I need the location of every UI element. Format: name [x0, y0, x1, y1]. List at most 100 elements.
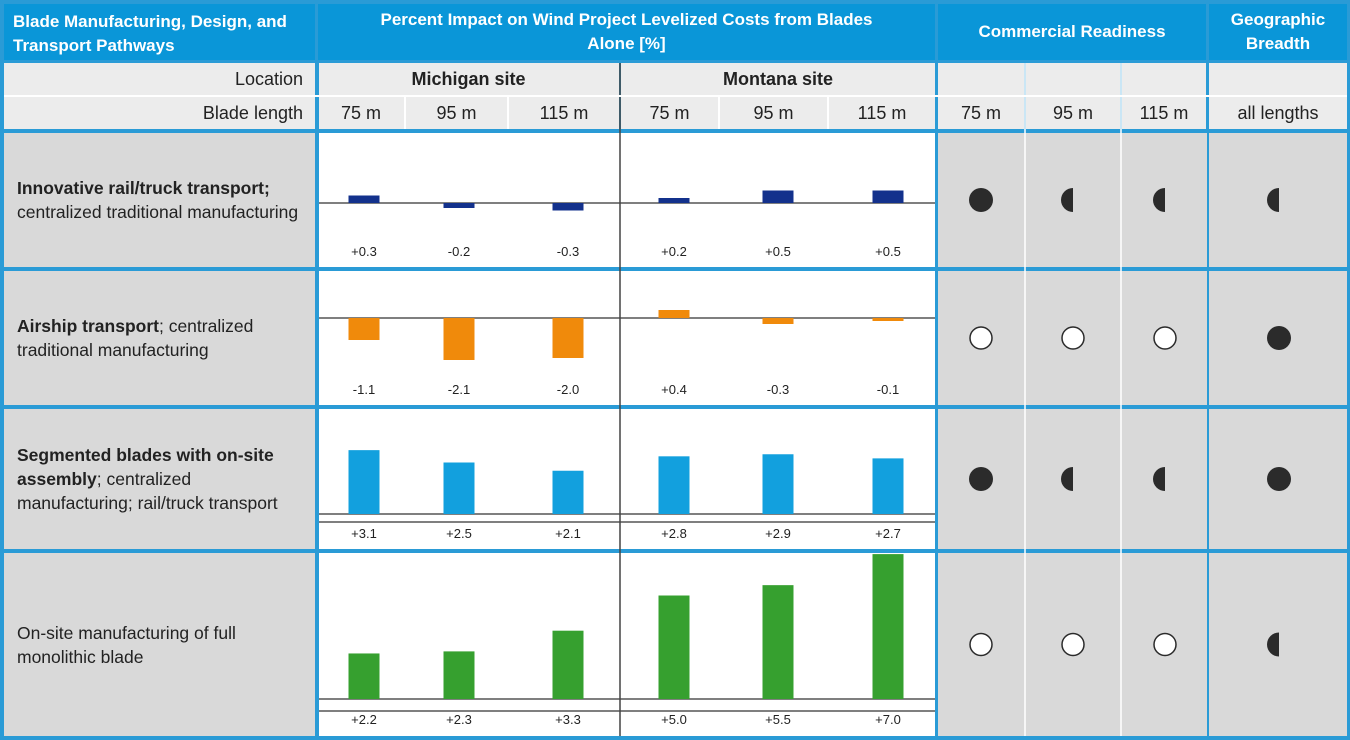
readiness-marker-row-2-col-3-full — [1267, 467, 1291, 491]
header-readiness-text: Commercial Readiness — [978, 22, 1166, 41]
montana-header-text: Montana site — [722, 68, 833, 89]
readiness-marker-row-3-col-3-half — [1267, 632, 1279, 657]
bar-row-2-col-4 — [762, 454, 794, 514]
length-mi-115-text: 115 m — [539, 102, 589, 123]
bar-row-0-col-5 — [872, 190, 904, 203]
length-mi-75: 75 m — [318, 97, 404, 129]
header-pathways-text: Blade Manufacturing, Design, and Transpo… — [13, 12, 287, 55]
readiness-marker-row-0-col-1-half — [1061, 188, 1073, 212]
readiness-blank-75 — [938, 63, 1024, 95]
bar-row-1-col-5 — [872, 318, 904, 321]
location-label-text: Location — [234, 68, 303, 89]
readiness-marker-row-1-col-1-empty — [1061, 326, 1085, 350]
data-label-row-2-col-4: +2.9 — [765, 526, 791, 541]
data-label-row-1-col-4: -0.3 — [767, 382, 789, 397]
row-label-monolithic: On-site manufacturing of full monolithic… — [4, 553, 315, 736]
header-impact: Percent Impact on Wind Project Levelized… — [318, 4, 935, 60]
data-label-row-1-col-0: -1.1 — [353, 382, 375, 397]
bar-row-3-col-2 — [552, 630, 584, 699]
bar-row-0-col-4 — [762, 190, 794, 203]
data-label-row-0-col-2: -0.3 — [557, 244, 579, 259]
data-label-row-1-col-3: +0.4 — [661, 382, 687, 397]
data-label-row-3-col-1: +2.3 — [446, 712, 472, 727]
data-label-row-2-col-3: +2.8 — [661, 526, 687, 541]
row-label-airship-rest: ; centralized traditional manufacturing — [17, 316, 254, 360]
bar-row-1-col-2 — [552, 318, 584, 358]
breadth-blank — [1209, 63, 1347, 95]
data-label-row-0-col-5: +0.5 — [875, 244, 901, 259]
row-label-rail-truck-rest: centralized traditional manufacturing — [17, 202, 299, 222]
length-mt-75-text: 75 m — [649, 102, 690, 123]
bar-row-3-col-4 — [762, 585, 794, 699]
bar-row-0-col-2 — [552, 203, 584, 211]
row-label-segmented: Segmented blades with on-site assembly; … — [4, 409, 315, 549]
bar-row-1-col-1 — [443, 318, 475, 360]
bar-row-1-col-0 — [348, 318, 380, 340]
length-mt-95-text: 95 m — [753, 102, 794, 123]
data-label-row-2-col-1: +2.5 — [446, 526, 472, 541]
readiness-length-115-text: 115 m — [1139, 102, 1189, 123]
row-label-airship-bold: Airship transport — [17, 316, 159, 336]
row-label-segmented-rest: ; centralized manufacturing; rail/truck … — [17, 469, 278, 513]
header-readiness: Commercial Readiness — [938, 4, 1206, 60]
data-label-row-1-col-2: -2.0 — [557, 382, 579, 397]
length-mi-75-text: 75 m — [340, 102, 382, 123]
data-label-row-2-col-0: +3.1 — [351, 526, 377, 541]
data-label-row-0-col-4: +0.5 — [765, 244, 791, 259]
bar-row-3-col-5 — [872, 554, 904, 699]
michigan-header-text: Michigan site — [411, 68, 526, 89]
row-label-monolithic-rest: On-site manufacturing of full monolithic… — [17, 622, 236, 667]
header-breadth-text: Geographic Breadth — [1230, 10, 1326, 53]
data-label-row-2-col-2: +2.1 — [555, 526, 581, 541]
plot-bg-row-0 — [318, 133, 935, 267]
readiness-marker-row-1-col-2-empty — [1153, 326, 1177, 350]
bar-row-0-col-1 — [443, 203, 475, 208]
readiness-marker-row-3-col-2-empty — [1153, 632, 1177, 657]
readiness-marker-row-0-col-2-half — [1153, 188, 1165, 212]
bar-row-2-col-5 — [872, 458, 904, 514]
plot-bg-row-2 — [318, 409, 935, 549]
length-mi-115: 115 m — [509, 97, 619, 129]
bar-row-3-col-3 — [658, 595, 690, 699]
length-mt-115: 115 m — [829, 97, 935, 129]
location-label: Location — [4, 63, 315, 95]
readiness-length-95: 95 m — [1026, 97, 1120, 129]
readiness-marker-row-1-col-0-empty — [969, 326, 993, 350]
readiness-marker-row-2-col-2-half — [1153, 467, 1165, 491]
readiness-marker-row-0-col-0-full — [969, 188, 993, 212]
blade-length-label-text: Blade length — [202, 102, 303, 123]
data-label-row-3-col-2: +3.3 — [555, 712, 581, 727]
bar-row-2-col-2 — [552, 470, 584, 514]
readiness-marker-row-0-col-3-half — [1267, 188, 1279, 212]
readiness-length-115: 115 m — [1122, 97, 1206, 129]
breadth-all-lengths: all lengths — [1209, 97, 1347, 129]
readiness-marker-row-1-col-3-full — [1267, 326, 1291, 350]
bar-row-2-col-3 — [658, 456, 690, 514]
bar-row-3-col-1 — [443, 651, 475, 699]
data-label-row-3-col-4: +5.5 — [765, 712, 791, 727]
data-label-row-1-col-5: -0.1 — [877, 382, 899, 397]
readiness-marker-row-2-col-1-half — [1061, 467, 1073, 491]
data-label-row-0-col-0: +0.3 — [351, 244, 377, 259]
header-impact-text: Percent Impact on Wind Project Levelized… — [380, 10, 873, 53]
readiness-marker-row-2-col-0-full — [969, 467, 993, 491]
row-label-segmented-bold: Segmented blades with on-site assembly — [17, 445, 274, 489]
length-mi-95-text: 95 m — [436, 102, 477, 123]
plot-bg-row-1 — [318, 271, 935, 405]
readiness-length-75-text: 75 m — [960, 102, 1002, 123]
row-label-airship: Airship transport; centralized tradition… — [4, 271, 315, 405]
data-label-row-3-col-5: +7.0 — [875, 712, 901, 727]
bar-row-2-col-1 — [443, 462, 475, 514]
plot-bg-row-3 — [318, 553, 935, 736]
bar-row-0-col-3 — [658, 198, 690, 203]
data-label-row-1-col-1: -2.1 — [448, 382, 470, 397]
header-pathways: Blade Manufacturing, Design, and Transpo… — [4, 4, 315, 60]
breadth-all-lengths-text: all lengths — [1237, 102, 1319, 123]
readiness-marker-row-3-col-0-empty — [969, 632, 993, 657]
bar-row-1-col-4 — [762, 318, 794, 324]
readiness-length-75: 75 m — [938, 97, 1024, 129]
readiness-marker-row-3-col-1-empty — [1061, 632, 1085, 657]
row-label-rail-truck-bold: Innovative rail/truck transport; — [17, 178, 270, 198]
length-mt-75: 75 m — [621, 97, 718, 129]
